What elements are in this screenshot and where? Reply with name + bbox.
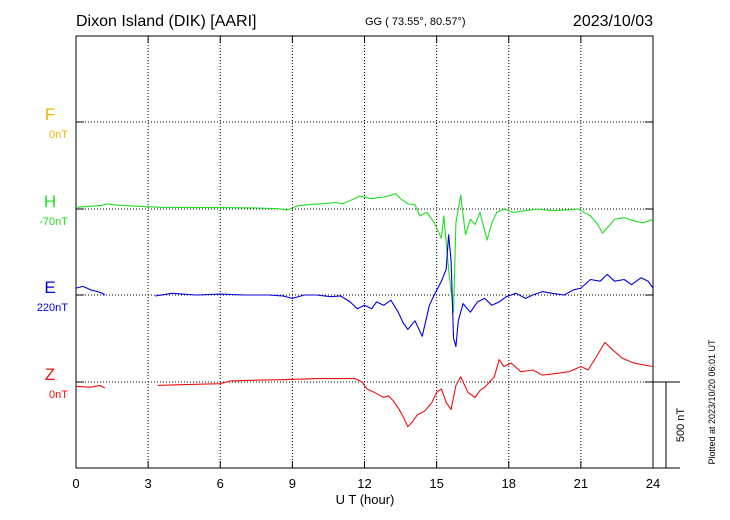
series-line-z — [157, 341, 654, 428]
x-axis-label: U T (hour) — [336, 492, 395, 507]
series-line-e — [75, 285, 106, 296]
channel-baseline-h: -70nT — [39, 216, 68, 228]
series-lines — [75, 192, 654, 428]
x-tick-label: 15 — [429, 476, 443, 491]
channel-label-z: Z — [45, 365, 55, 384]
x-tick-label: 12 — [357, 476, 371, 491]
coords-label: GG ( 73.55°, 80.57°) — [365, 16, 466, 28]
x-axis-ticks: 0 3 6 9 12 15 18 21 24 — [72, 36, 660, 491]
channel-label-f: F — [45, 105, 55, 124]
x-tick-label: 18 — [502, 476, 516, 491]
x-tick-label: 9 — [289, 476, 296, 491]
x-tick-label: 0 — [72, 476, 79, 491]
x-tick-label: 6 — [217, 476, 224, 491]
channel-label-h: H — [44, 192, 56, 211]
channel-labels: F 0nT H -70nT E 220nT Z 0nT — [37, 105, 68, 401]
channel-baseline-f: 0nT — [49, 129, 68, 141]
scale-bar-label: 500 nT — [675, 408, 687, 443]
x-tick-label: 21 — [574, 476, 588, 491]
date-label: 2023/10/03 — [573, 13, 653, 30]
series-line-h — [75, 192, 654, 313]
plotted-timestamp: Plotted at 2023/10/20 06:01 UT — [707, 339, 717, 465]
channel-baseline-e: 220nT — [37, 302, 68, 314]
x-tick-label: 24 — [646, 476, 660, 491]
series-line-e — [155, 234, 654, 348]
station-title: Dixon Island (DIK) [AARI] — [76, 13, 257, 30]
channel-baseline-z: 0nT — [49, 389, 68, 401]
x-tick-label: 3 — [145, 476, 152, 491]
channel-label-e: E — [44, 278, 55, 297]
vertical-grid — [147, 36, 582, 468]
series-line-z — [75, 384, 106, 389]
baseline-grid — [76, 121, 653, 383]
scale-bar: 500 nT — [653, 381, 687, 469]
